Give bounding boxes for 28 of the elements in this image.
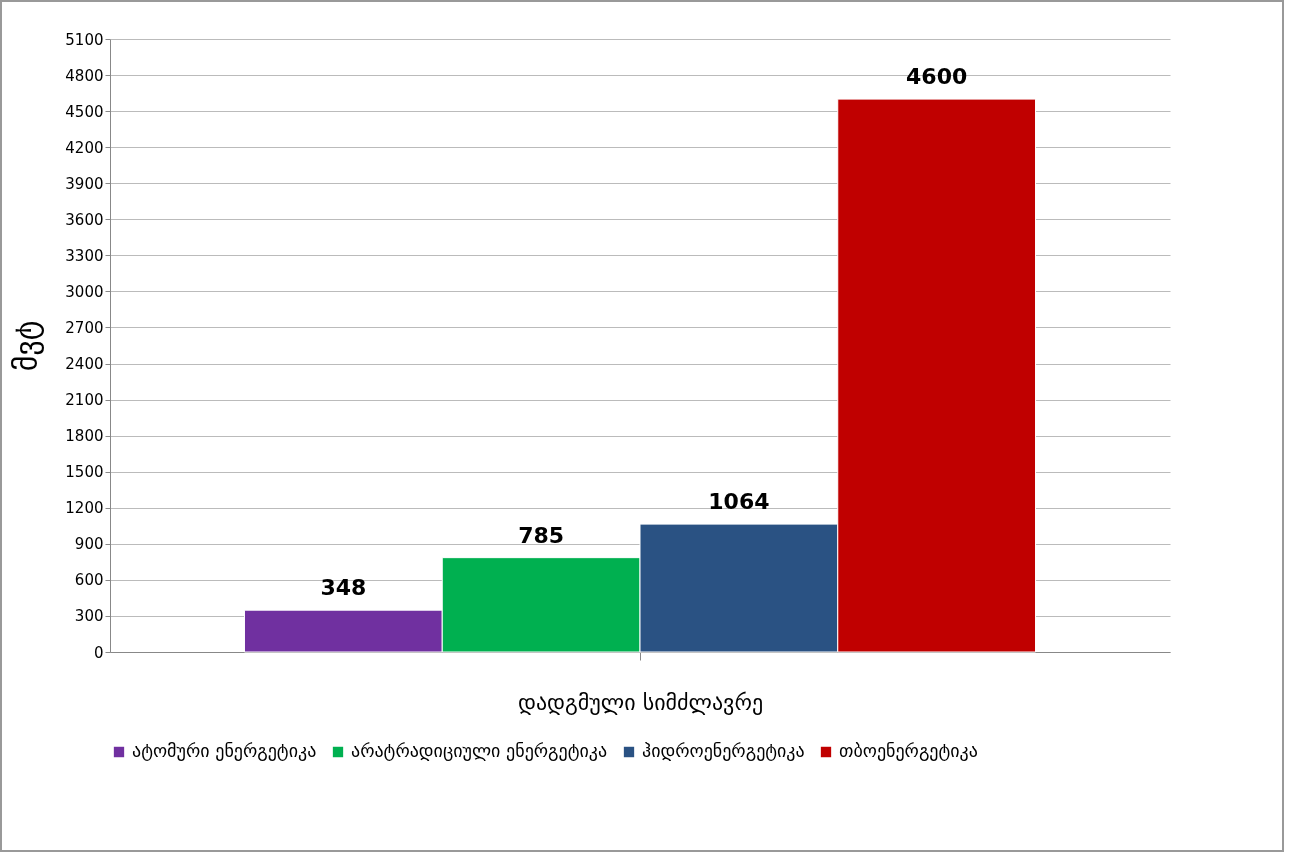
y-tick-label: 4200 <box>65 138 104 157</box>
legend-label: ატომური ენერგეტიკა <box>132 740 317 761</box>
y-tick-label: 2100 <box>65 391 104 410</box>
x-axis-title: დადგმული სიმძლავრე <box>517 689 764 715</box>
data-label: 348 <box>320 575 367 601</box>
y-tick-label: 1500 <box>65 463 104 482</box>
y-tick-label: 3300 <box>65 246 104 265</box>
y-tick-label: 3900 <box>65 174 104 193</box>
y-axis-title: მვტ <box>9 320 45 372</box>
y-tick-label: 2400 <box>65 355 104 374</box>
y-tick-label: 300 <box>74 607 104 626</box>
y-tick-label: 3600 <box>65 210 104 229</box>
y-tick-label: 2700 <box>65 318 104 337</box>
y-tick-label: 1200 <box>65 499 104 518</box>
y-tick-label: 3000 <box>65 282 104 301</box>
y-tick-label: 4800 <box>65 66 104 85</box>
data-label: 785 <box>518 522 565 548</box>
legend-label: ჰიდროენერგეტიკა <box>642 740 805 761</box>
data-label: 4600 <box>906 64 968 90</box>
legend-label: არატრადიციული ენერგეტიკა <box>351 740 608 761</box>
y-tick-label: 4500 <box>65 102 104 121</box>
y-tick-label: 600 <box>74 571 104 590</box>
data-label: 1064 <box>708 489 770 515</box>
y-tick-label: 1800 <box>65 427 104 446</box>
legend-label: თბოენერგეტიკა <box>839 740 978 761</box>
y-tick-label: 0 <box>93 643 104 662</box>
y-tick-label: 900 <box>74 535 104 554</box>
y-tick-label: 5100 <box>65 30 104 49</box>
